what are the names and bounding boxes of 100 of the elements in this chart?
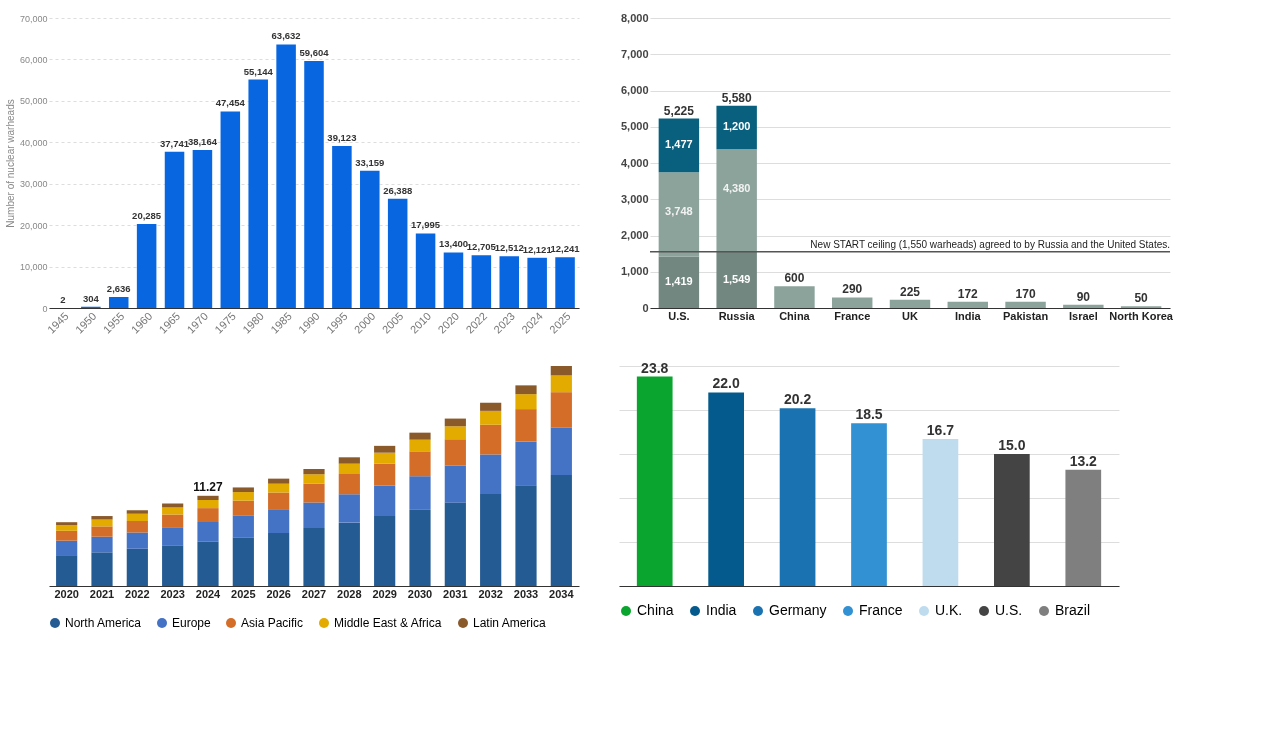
- bar: [162, 545, 184, 586]
- x-tick-label: 2020: [54, 587, 79, 600]
- legend-label: Germany: [769, 602, 827, 618]
- x-tick-label: 2028: [337, 587, 362, 600]
- x-tick-label: 2034: [549, 587, 575, 600]
- bar: [338, 463, 360, 475]
- bar: [658, 172, 700, 257]
- bar: [889, 299, 931, 308]
- y-tick-label: 30,000: [19, 179, 48, 190]
- bar: [716, 105, 757, 150]
- bar: [716, 251, 757, 308]
- data-label: 12,241: [550, 243, 581, 255]
- annotation: 3,748: [665, 205, 693, 218]
- total-label: 290: [842, 282, 863, 297]
- bar: [444, 439, 466, 466]
- data-label: 1,200: [722, 120, 751, 133]
- y-tick-label: 3,000: [620, 192, 649, 205]
- bar: [197, 495, 219, 500]
- bar: [91, 516, 113, 520]
- bar: [232, 537, 254, 586]
- bar: [374, 445, 396, 453]
- x-tick-label: Pakistan: [1002, 309, 1049, 322]
- bar: [415, 233, 436, 308]
- data-label: 1,419: [665, 275, 693, 288]
- bar: [480, 494, 502, 586]
- bar: [303, 483, 325, 503]
- x-tick-label: China: [779, 309, 811, 322]
- x-tick-label: France: [834, 309, 871, 322]
- bar: [126, 513, 148, 521]
- x-tick-label: 2031: [443, 587, 468, 600]
- total-label: 225: [899, 284, 921, 299]
- bar: [197, 541, 219, 586]
- legend-label: U.S.: [995, 602, 1023, 618]
- bar: [947, 301, 988, 308]
- x-tick-label: 2032: [478, 587, 503, 600]
- data-label: 12,512: [494, 242, 524, 254]
- bar: [126, 510, 148, 514]
- legend-label: Europe: [172, 616, 212, 630]
- data-label: 33,159: [355, 156, 385, 168]
- bar: [232, 515, 254, 538]
- y-tick-label: 40,000: [19, 137, 48, 148]
- bar: [1063, 304, 1104, 308]
- bar: [480, 454, 502, 495]
- bar: [515, 441, 537, 486]
- y-tick-label: 5,000: [620, 120, 649, 133]
- bar: [550, 474, 572, 586]
- bar: [162, 514, 184, 528]
- y-tick-label: 50,000: [19, 96, 48, 107]
- y-tick-label: 20,000: [19, 220, 48, 231]
- bar: [409, 439, 431, 452]
- bar: [56, 555, 78, 586]
- bar: [304, 61, 324, 308]
- bar: [374, 463, 396, 486]
- bar: [374, 452, 396, 464]
- data-label: 13,400: [438, 238, 468, 250]
- bar: [303, 502, 325, 528]
- data-label: 20.2: [783, 391, 812, 408]
- bar: [220, 111, 241, 308]
- data-label: 39,123: [327, 131, 357, 143]
- bar: [56, 530, 78, 541]
- data-label: 15.0: [998, 437, 1026, 453]
- x-tick-label: U.S.: [668, 309, 690, 322]
- total-label: 170: [1015, 286, 1036, 301]
- bar: [527, 257, 547, 308]
- data-label: 1,477: [665, 138, 693, 151]
- bar: [443, 252, 464, 308]
- bar: [192, 149, 213, 308]
- data-label: 2: [60, 293, 66, 305]
- bar: [164, 151, 185, 308]
- data-label: 55,144: [243, 65, 274, 77]
- data-label: 2,636: [106, 283, 131, 295]
- legend-label: Latin America: [473, 616, 547, 630]
- bar: [444, 418, 466, 427]
- bar: [303, 474, 325, 484]
- bar: [338, 457, 360, 464]
- bar: [268, 483, 290, 493]
- data-label: 26,388: [383, 184, 413, 196]
- y-tick-label: 1,000: [620, 265, 649, 278]
- bar: [550, 366, 572, 376]
- bar: [515, 485, 537, 586]
- y-tick-label: 0: [642, 301, 649, 314]
- total-label: 5,225: [663, 103, 695, 118]
- bar: [480, 424, 502, 455]
- bar: [91, 519, 113, 527]
- bar: [232, 500, 254, 516]
- x-tick-label: India: [954, 309, 982, 322]
- y-tick-label: 6,000: [620, 84, 649, 96]
- bar: [126, 520, 148, 533]
- y-tick-label: 8,000: [620, 11, 649, 24]
- bar: [232, 487, 254, 493]
- bar: [471, 255, 492, 308]
- legend-label: Asia Pacific: [241, 616, 304, 630]
- y-tick-label: 7,000: [620, 47, 649, 60]
- bar: [832, 297, 873, 308]
- bar: [515, 394, 537, 410]
- bar: [136, 223, 157, 308]
- bar: [444, 465, 466, 503]
- x-tick-label: North Korea: [1109, 309, 1174, 322]
- x-tick-label: 2033: [513, 587, 539, 600]
- total-label: 50: [1134, 291, 1149, 306]
